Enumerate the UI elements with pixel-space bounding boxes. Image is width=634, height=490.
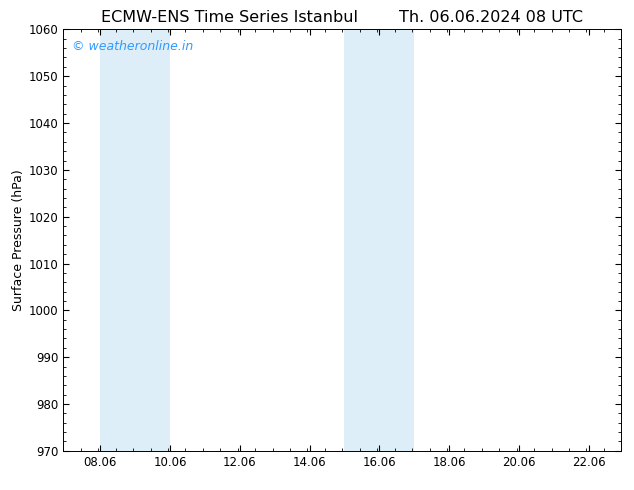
Bar (100, 29, 135, 451)
Bar (379, 29, 414, 451)
Title: ECMW-ENS Time Series Istanbul        Th. 06.06.2024 08 UTC: ECMW-ENS Time Series Istanbul Th. 06.06.… (101, 10, 583, 25)
Y-axis label: Surface Pressure (hPa): Surface Pressure (hPa) (11, 169, 25, 311)
Bar (135, 29, 170, 451)
Text: © weatheronline.in: © weatheronline.in (72, 40, 193, 53)
Bar (344, 29, 379, 451)
